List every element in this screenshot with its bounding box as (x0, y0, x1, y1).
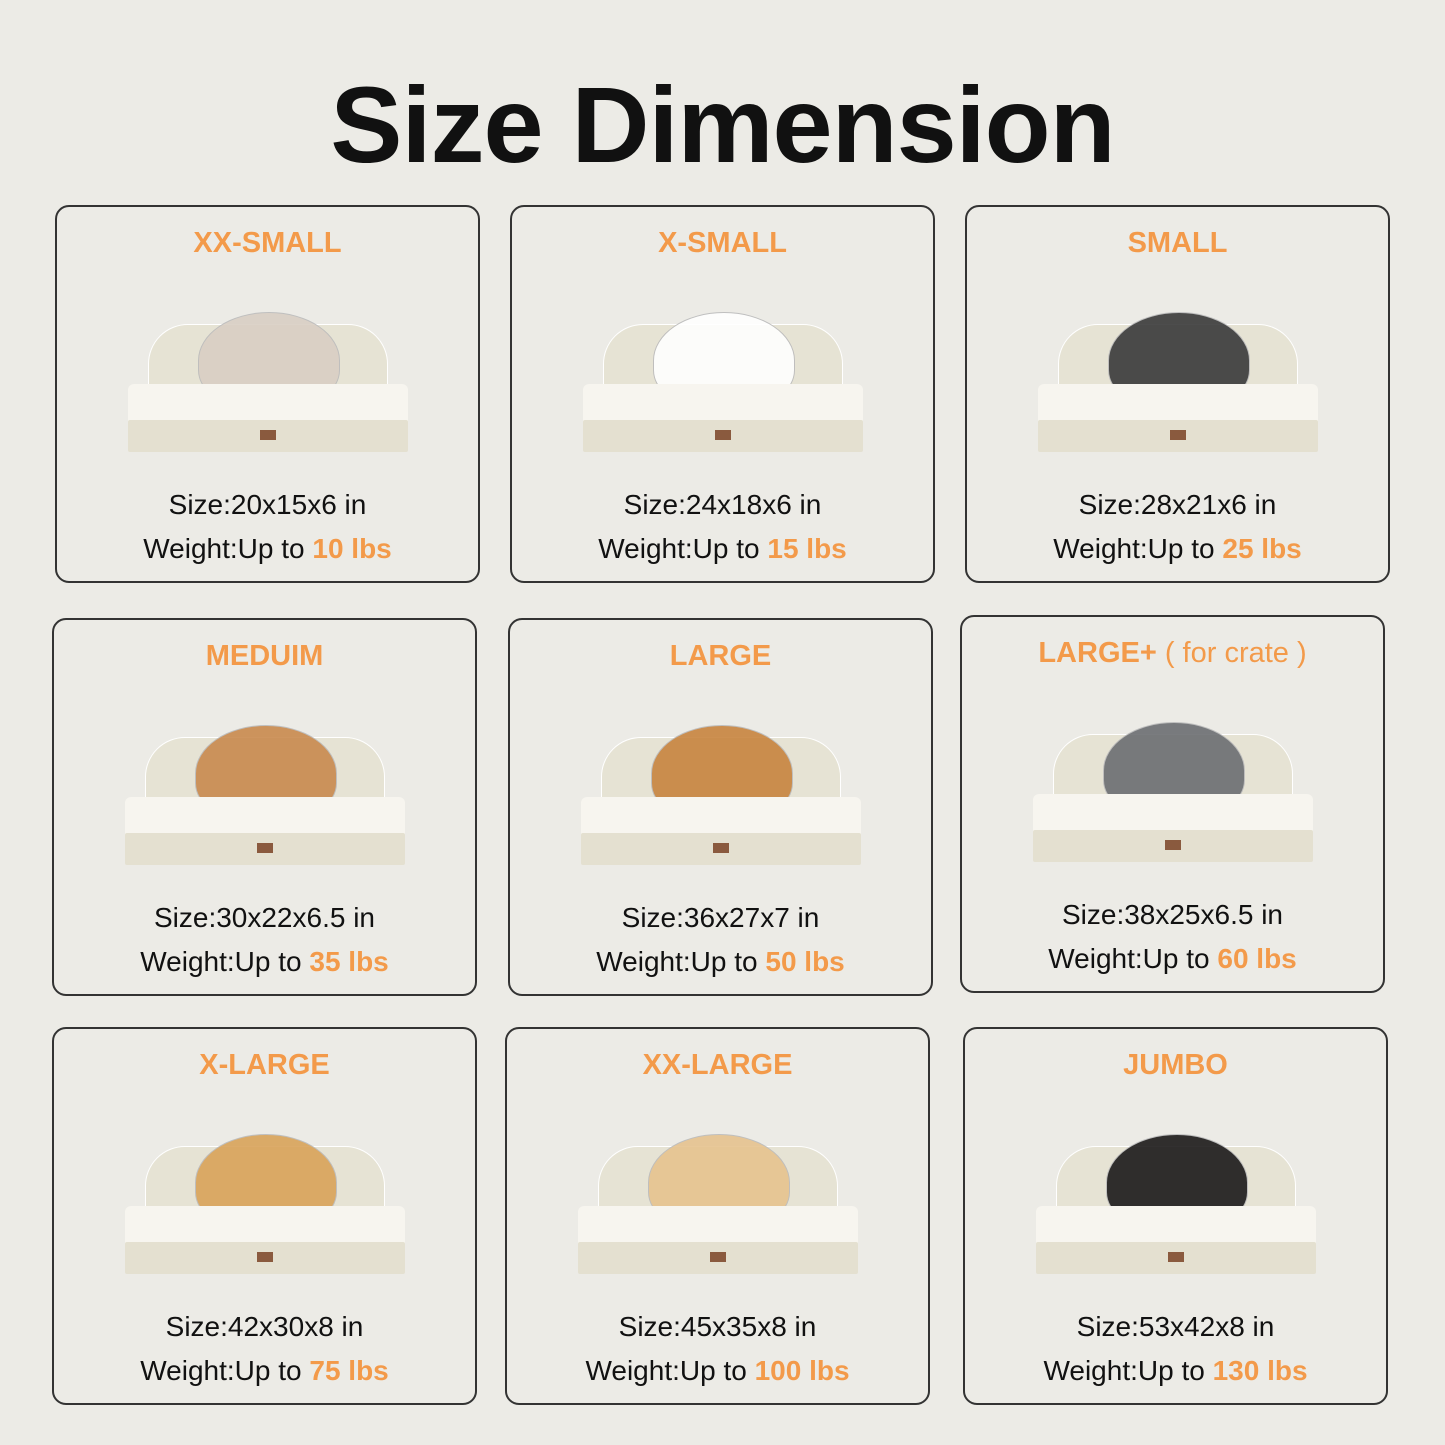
pet-bed-image (577, 1134, 858, 1274)
size-text: Size:53x42x8 in (1076, 1311, 1275, 1342)
size-name-text: LARGE+ (1038, 637, 1157, 669)
weight-text: Weight:Up to 130 lbs (1043, 1355, 1308, 1386)
pet-bed-image (1037, 312, 1318, 452)
pet-bed-image (1032, 722, 1313, 862)
size-name: X-SMALL (512, 227, 933, 260)
size-card: SMALL Size:28x21x6 in Weight:Up to 25 lb… (965, 205, 1390, 583)
brand-tag (256, 1252, 273, 1262)
size-text: Size:38x25x6.5 in (1061, 899, 1284, 930)
size-text: Size:36x27x7 in (621, 902, 820, 933)
pet-bed-image (127, 312, 408, 452)
weight-text: Weight:Up to 15 lbs (598, 533, 847, 564)
brand-tag (1167, 1252, 1184, 1262)
size-text: Size:24x18x6 in (623, 489, 822, 520)
pet-bed-image (124, 1134, 405, 1274)
size-name-text: X-LARGE (199, 1049, 330, 1081)
size-card: MEDUIM Size:30x22x6.5 in Weight:Up to 35… (52, 618, 477, 996)
size-card: XX-LARGE Size:45x35x8 in Weight:Up to 10… (505, 1027, 930, 1405)
weight-value: 130 lbs (1212, 1355, 1308, 1386)
size-card: LARGE Size:36x27x7 in Weight:Up to 50 lb… (508, 618, 933, 996)
size-name: JUMBO (965, 1049, 1386, 1082)
size-text: Size:28x21x6 in (1078, 489, 1277, 520)
size-card: X-LARGE Size:42x30x8 in Weight:Up to 75 … (52, 1027, 477, 1405)
size-name-text: JUMBO (1123, 1049, 1228, 1081)
size-text: Size:45x35x8 in (618, 1311, 817, 1342)
size-name-text: MEDUIM (205, 640, 324, 672)
size-name: MEDUIM (54, 640, 475, 673)
brand-tag (712, 843, 729, 853)
pet-bed-image (124, 725, 405, 865)
size-name-text: LARGE (669, 640, 772, 672)
size-card: X-SMALL Size:24x18x6 in Weight:Up to 15 … (510, 205, 935, 583)
weight-text: Weight:Up to 25 lbs (1053, 533, 1302, 564)
size-name: XX-LARGE (507, 1049, 928, 1082)
pet-bed-image (580, 725, 861, 865)
size-name: XX-SMALL (57, 227, 478, 260)
weight-value: 35 lbs (309, 946, 389, 977)
brand-tag (714, 430, 731, 440)
bed-cushion (1032, 794, 1313, 832)
bed-cushion (124, 1206, 405, 1244)
size-note: ( for crate ) (1164, 637, 1307, 669)
pet-bed-image (582, 312, 863, 452)
weight-text: Weight:Up to 10 lbs (143, 533, 392, 564)
weight-value: 10 lbs (312, 533, 392, 564)
size-card: JUMBO Size:53x42x8 in Weight:Up to 130 l… (963, 1027, 1388, 1405)
bed-cushion (1037, 384, 1318, 422)
bed-cushion (1035, 1206, 1316, 1244)
size-name-text: X-SMALL (658, 227, 787, 259)
weight-value: 15 lbs (767, 533, 847, 564)
size-text: Size:42x30x8 in (165, 1311, 364, 1342)
bed-cushion (580, 797, 861, 835)
weight-value: 75 lbs (309, 1355, 389, 1386)
size-name: LARGE+ ( for crate ) (962, 637, 1383, 670)
weight-text: Weight:Up to 75 lbs (140, 1355, 389, 1386)
weight-text: Weight:Up to 100 lbs (585, 1355, 850, 1386)
page-title: Size Dimension (330, 64, 1115, 185)
weight-text: Weight:Up to 35 lbs (140, 946, 389, 977)
brand-tag (1164, 840, 1181, 850)
bed-cushion (127, 384, 408, 422)
size-card: XX-SMALL Size:20x15x6 in Weight:Up to 10… (55, 205, 480, 583)
size-name-text: XX-LARGE (642, 1049, 793, 1081)
size-name: X-LARGE (54, 1049, 475, 1082)
weight-value: 25 lbs (1222, 533, 1302, 564)
weight-text: Weight:Up to 50 lbs (596, 946, 845, 977)
weight-text: Weight:Up to 60 lbs (1048, 943, 1297, 974)
size-text: Size:30x22x6.5 in (153, 902, 376, 933)
size-card: LARGE+ ( for crate ) Size:38x25x6.5 in W… (960, 615, 1385, 993)
size-name: LARGE (510, 640, 931, 673)
size-text: Size:20x15x6 in (168, 489, 367, 520)
brand-tag (709, 1252, 726, 1262)
weight-value: 50 lbs (765, 946, 845, 977)
size-name: SMALL (967, 227, 1388, 260)
brand-tag (256, 843, 273, 853)
weight-value: 100 lbs (754, 1355, 850, 1386)
pet-bed-image (1035, 1134, 1316, 1274)
bed-cushion (582, 384, 863, 422)
size-name-text: XX-SMALL (193, 227, 342, 259)
brand-tag (1169, 430, 1186, 440)
brand-tag (259, 430, 276, 440)
bed-cushion (577, 1206, 858, 1244)
size-name-text: SMALL (1127, 227, 1228, 259)
bed-cushion (124, 797, 405, 835)
weight-value: 60 lbs (1217, 943, 1297, 974)
